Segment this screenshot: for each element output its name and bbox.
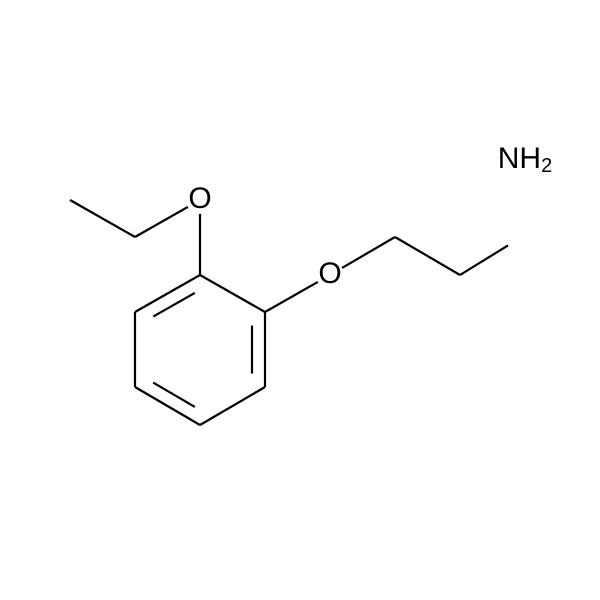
bond xyxy=(342,237,395,268)
bond xyxy=(460,245,508,275)
bond xyxy=(153,293,195,317)
bond xyxy=(200,387,265,425)
atom-label: NH2 xyxy=(498,142,552,177)
bond xyxy=(135,275,200,312)
molecule-diagram: O O NH2 xyxy=(0,0,600,600)
atom-label: O xyxy=(318,257,341,290)
atom-label: O xyxy=(188,182,211,215)
bond xyxy=(135,207,188,237)
bond xyxy=(153,383,195,407)
bond xyxy=(200,275,265,312)
bond xyxy=(135,387,200,425)
bond xyxy=(70,200,135,237)
bond xyxy=(265,282,318,312)
bond xyxy=(395,237,460,275)
